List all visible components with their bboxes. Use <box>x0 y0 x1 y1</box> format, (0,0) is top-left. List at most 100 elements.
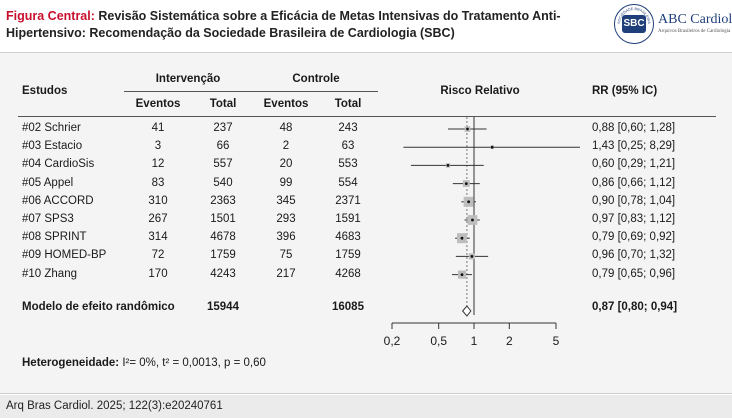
study-name: #03 Estacio <box>22 140 83 153</box>
col-header-ctl-total: Total <box>334 98 362 110</box>
int-total: 557 <box>213 158 233 171</box>
study-name: #05 Appel <box>22 176 74 189</box>
point-estimate <box>471 218 474 222</box>
ctl-events: 396 <box>276 231 296 244</box>
ctl-total: 243 <box>338 122 358 134</box>
col-header-control: Controle <box>292 73 340 85</box>
study-name: #02 Schrier <box>22 122 81 134</box>
ctl-total: 4268 <box>335 267 361 280</box>
header-bottom-rule <box>18 116 716 117</box>
point-estimate <box>470 255 474 258</box>
journal-logo: SOCIEDADE BRASILEIRA DE CARDIOLOGIA SBC … <box>614 4 732 46</box>
ctl-total: 1759 <box>335 249 361 262</box>
study-name: #04 CardioSis <box>22 158 95 171</box>
ctl-events: 20 <box>279 158 293 171</box>
sbc-seal-logo: SOCIEDADE BRASILEIRA DE CARDIOLOGIA SBC <box>614 4 654 44</box>
study-name: #10 Zhang <box>22 267 77 280</box>
ctl-total: 554 <box>338 176 358 189</box>
rr-value: 0,90 [0,78; 1,04] <box>592 194 676 207</box>
int-total: 2363 <box>210 194 236 207</box>
point-estimate <box>464 182 468 186</box>
ctl-total: 4683 <box>335 231 361 244</box>
footer: Arq Bras Cardiol. 2025; 122(3):e20240761 <box>0 395 732 418</box>
ctl-events: 217 <box>276 267 296 280</box>
int-events: 3 <box>154 140 162 153</box>
forest-plot: 0,2 0,5 1 2 5 <box>384 117 580 348</box>
point-estimate <box>466 127 469 131</box>
col-header-studies: Estudos <box>22 85 68 97</box>
rr-value: 0,79 [0,69; 0,92] <box>592 231 676 244</box>
seal-core-text: SBC <box>622 15 646 33</box>
journal-subtitle: Arquivos Brasileiros de Cardiologia <box>658 29 731 34</box>
int-events: 12 <box>151 158 165 171</box>
rr-value: 0,96 [0,70; 1,32] <box>592 249 676 262</box>
rr-value: 0,79 [0,65; 0,96] <box>592 267 676 280</box>
ctl-events: 75 <box>279 249 293 262</box>
heterogeneity-value: I²= 0%, t² = 0,0013, p = 0,60 <box>119 357 266 369</box>
ctl-events: 99 <box>279 176 293 189</box>
int-events: 310 <box>148 194 168 207</box>
int-total: 540 <box>213 176 233 189</box>
point-estimate <box>490 145 494 149</box>
footer-citation: Arq Bras Cardiol. 2025; 122(3):e20240761 <box>6 400 223 412</box>
int-events: 72 <box>151 249 165 262</box>
study-name: #06 ACCORD <box>22 194 94 207</box>
col-header-risk: Risco Relativo <box>440 85 520 97</box>
int-total: 4243 <box>210 267 236 280</box>
pooled-diamond <box>461 305 472 317</box>
col-header-rr: RR (95% IC) <box>592 85 658 97</box>
heterogeneity: Heterogeneidade: I²= 0%, t² = 0,0013, p … <box>22 357 266 369</box>
int-total: 66 <box>216 140 230 153</box>
int-events: 267 <box>148 213 168 225</box>
x-tick-label: 2 <box>506 334 513 348</box>
summary-rr: 0,87 [0,80; 0,94] <box>592 301 678 313</box>
point-estimate <box>446 164 450 167</box>
summary-label: Modelo de efeito randômico <box>22 301 175 313</box>
col-header-intervention: Intervenção <box>155 73 221 85</box>
int-events: 83 <box>151 176 165 189</box>
ctl-events: 48 <box>279 122 293 134</box>
x-tick-label: 0,5 <box>430 334 447 348</box>
int-total: 1759 <box>210 249 236 262</box>
group-header-rule <box>124 91 378 92</box>
ctl-events: 2 <box>282 140 290 153</box>
col-header-int-total: Total <box>209 98 237 110</box>
seal-ring <box>614 4 654 44</box>
int-events: 41 <box>151 122 165 134</box>
ctl-total: 2371 <box>335 194 361 207</box>
ctl-total: 553 <box>338 158 358 171</box>
figure-header: Figura Central: Revisão Sistemática sobr… <box>0 0 732 50</box>
int-total: 4678 <box>210 231 236 244</box>
x-tick-label: 1 <box>471 334 478 348</box>
study-name: #08 SPRINT <box>22 231 87 244</box>
ctl-total: 1591 <box>335 213 361 225</box>
ctl-total: 63 <box>341 140 355 153</box>
figure-title-text: Revisão Sistemática sobre a Eficácia de … <box>6 9 561 40</box>
ctl-events: 293 <box>276 213 296 225</box>
x-tick-label: 0,2 <box>384 334 401 348</box>
point-estimate <box>460 273 464 276</box>
int-total: 1501 <box>210 213 236 225</box>
rr-value: 0,60 [0,29; 1,21] <box>592 158 676 171</box>
heterogeneity-label: Heterogeneidade: <box>22 357 120 369</box>
rr-value: 0,88 [0,60; 1,28] <box>592 122 676 134</box>
point-estimate <box>467 200 471 204</box>
figure-title-lead: Figura Central: <box>6 9 95 23</box>
summary-int-total: 15944 <box>207 301 239 313</box>
figure-title: Figura Central: Revisão Sistemática sobr… <box>6 8 596 42</box>
col-header-int-events: Eventos <box>135 98 181 110</box>
x-tick-label: 5 <box>553 334 560 348</box>
forest-plot-panel: Estudos Intervenção Controle Eventos Tot… <box>0 52 732 394</box>
summary-ctl-total: 16085 <box>332 301 364 313</box>
rr-value: 0,86 [0,66; 1,12] <box>592 176 676 189</box>
study-name: #09 HOMED-BP <box>22 249 107 262</box>
rr-value: 1,43 [0,25; 8,29] <box>592 140 676 153</box>
study-name: #07 SPS3 <box>22 213 74 225</box>
point-estimate <box>460 236 464 240</box>
int-total: 237 <box>213 122 233 134</box>
ctl-events: 345 <box>276 194 296 207</box>
int-events: 314 <box>148 231 168 244</box>
journal-name: ABC Cardiol <box>658 12 732 27</box>
rr-value: 0,97 [0,83; 1,12] <box>592 213 676 225</box>
int-events: 170 <box>148 267 168 280</box>
